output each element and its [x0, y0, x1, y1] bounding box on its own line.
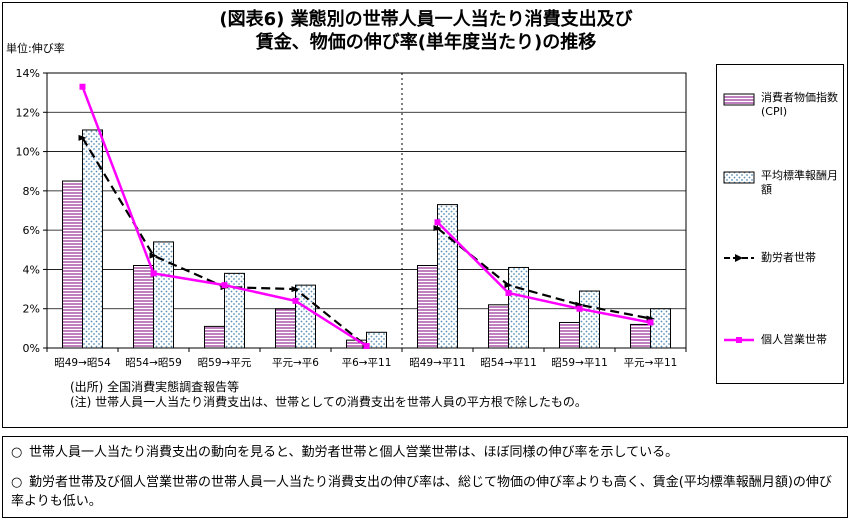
legend-label-worker: 勤労者世帯	[761, 251, 816, 264]
x-tick-label: 昭49→平11	[409, 357, 466, 369]
point-self-employed-household	[221, 282, 228, 289]
x-tick-label: 昭59→平11	[551, 357, 608, 369]
legend-item-worker: 勤労者世帯	[723, 251, 841, 267]
x-tick-label: 昭59→平元	[198, 357, 252, 369]
bar-wage	[366, 331, 387, 349]
chart-frame	[2, 2, 848, 428]
legend-swatch-wage	[723, 171, 755, 184]
line-self-employed-household	[436, 221, 651, 324]
x-tick-label: 昭54→昭59	[125, 357, 182, 369]
bar-cpi	[62, 180, 83, 349]
summary-text-1: 世帯人員一人当たり消費支出の動向を見ると、勤労者世帯と個人営業世帯は、ほぼ同様の…	[29, 445, 679, 460]
bar-wage	[508, 266, 529, 349]
bar-wage	[153, 241, 174, 349]
legend-label-wage: 平均標準報酬月額	[761, 169, 838, 196]
point-self-employed-household	[434, 219, 441, 226]
point-self-employed-household	[505, 290, 512, 296]
source-note: (出所) 全国消費実態調査報告等	[70, 380, 240, 394]
bar-wage	[295, 284, 316, 349]
y-tick-label: 6%	[23, 224, 40, 237]
summary-item-1: ○ 世帯人員一人当たり消費支出の動向を見ると、勤労者世帯と個人営業世帯は、ほぼ同様…	[11, 443, 843, 462]
y-tick-label: 10%	[16, 146, 40, 159]
bar-wage	[82, 129, 103, 349]
summary-bullet-2: ○	[11, 475, 23, 490]
point-worker-household	[504, 282, 513, 289]
bar-cpi	[488, 304, 509, 349]
bar-cpi	[133, 265, 154, 349]
legend-swatch-worker	[724, 254, 754, 262]
point-worker-household	[78, 134, 87, 141]
bar-cpi	[275, 308, 296, 349]
point-self-employed-household	[647, 319, 654, 326]
footnote: (注) 世帯人員一人当たり消費支出は、世帯としての消費支出を世帯人員の平方根で除…	[70, 395, 587, 409]
point-self-employed-household	[576, 305, 583, 312]
bar-wage	[579, 290, 600, 349]
summary-box: ○ 世帯人員一人当たり消費支出の動向を見ると、勤労者世帯と個人営業世帯は、ほぼ同様…	[2, 436, 848, 518]
x-tick-label: 昭49→昭54	[54, 357, 111, 369]
chart-notes: (出所) 全国消費実態調査報告等 (注) 世帯人員一人当たり消費支出は、世帯とし…	[70, 380, 587, 410]
bar-cpi	[559, 321, 580, 349]
y-tick-label: 4%	[23, 263, 40, 276]
title-line-2: 賃金、物価の伸び率(単年度当たり)の推移	[255, 32, 597, 53]
y-tick-label: 12%	[16, 106, 40, 119]
legend-item-cpi: 消費者物価指数(CPI)	[723, 91, 841, 121]
y-tick-label: 14%	[16, 67, 40, 80]
point-worker-household	[433, 225, 442, 232]
chart-svg: 0% 2% 4% 6% 8% 10% 12% 14% 昭49→昭54 昭54→昭59 昭59→平元 平…	[16, 67, 687, 369]
title-line-1: (図表6) 業態別の世帯人員一人当たり消費支出及び	[219, 9, 633, 30]
point-self-employed-household	[150, 270, 157, 277]
point-worker-household	[149, 252, 158, 259]
summary-bullet-1: ○	[11, 445, 23, 460]
x-tick-label: 昭54→平11	[480, 357, 537, 369]
legend-item-wage: 平均標準報酬月額	[723, 169, 841, 199]
x-tick-label: 平6→平11	[342, 357, 392, 369]
legend: 消費者物価指数(CPI) 平均標準報酬月額 勤労者世帯 個人営業世帯	[716, 64, 844, 384]
legend-swatch-cpi	[723, 93, 755, 106]
bar-cpi	[204, 325, 225, 349]
x-tick-label: 平元→平6	[272, 357, 319, 369]
chart-title: (図表6) 業態別の世帯人員一人当たり消費支出及び 賃金、物価の伸び率(単年度当…	[0, 8, 852, 54]
legend-label-cpi: 消費者物価指数(CPI)	[761, 91, 838, 118]
bar-wage	[650, 308, 671, 349]
x-tick-label: 平元→平11	[624, 357, 678, 369]
y-tick-label: 2%	[23, 303, 40, 316]
summary-text-2: 勤労者世帯及び個人営業世帯の世帯人員一人当たり消費支出の伸び率は、総じて物価の伸…	[11, 475, 832, 509]
legend-swatch-selfemployed	[724, 337, 754, 343]
legend-label-selfemployed: 個人営業世帯	[761, 333, 827, 346]
point-self-employed-household	[79, 83, 86, 90]
y-tick-label: 0%	[23, 342, 40, 355]
bar-wage	[224, 272, 245, 349]
point-self-employed-household	[363, 343, 370, 350]
point-self-employed-household	[292, 297, 299, 304]
point-worker-household	[291, 286, 300, 293]
bar-cpi	[630, 323, 651, 349]
bar-cpi	[417, 265, 438, 349]
summary-item-2: ○ 勤労者世帯及び個人営業世帯の世帯人員一人当たり消費支出の伸び率は、総じて物価の…	[11, 473, 843, 511]
unit-label: 単位:伸び率	[6, 42, 65, 55]
legend-item-selfemployed: 個人営業世帯	[723, 333, 841, 349]
y-tick-label: 8%	[23, 185, 40, 198]
